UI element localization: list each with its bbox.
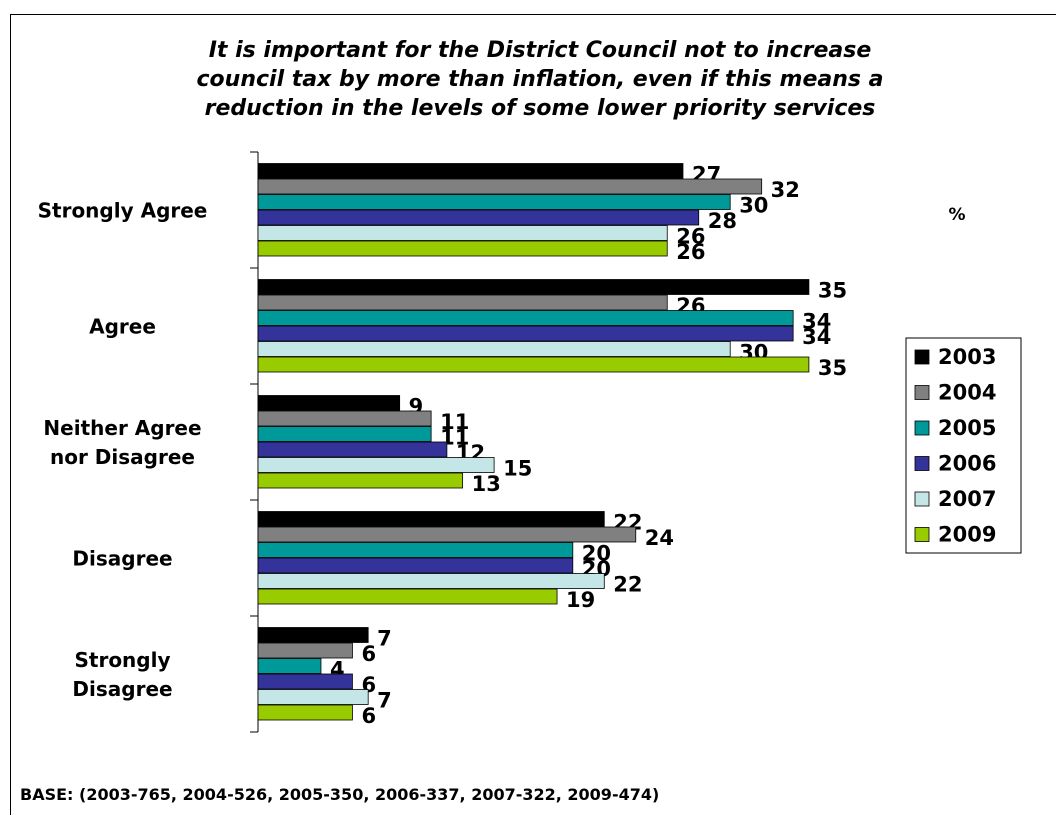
bar	[257, 178, 763, 195]
bar	[257, 426, 432, 442]
value-label: 32	[771, 178, 800, 202]
bar	[257, 441, 448, 458]
value-label: 34	[802, 325, 831, 349]
value-label: 30	[739, 193, 768, 217]
category-label: Agree	[89, 314, 156, 339]
value-label: 6	[361, 642, 376, 666]
category-label: Strongly Agree	[37, 198, 208, 223]
value-label: 20	[582, 541, 611, 565]
legend-swatch	[914, 385, 930, 400]
bar	[257, 341, 731, 357]
value-label: 26	[676, 240, 705, 264]
bar	[257, 325, 794, 342]
bar	[257, 163, 684, 179]
frame	[10, 14, 1056, 815]
bar	[257, 457, 495, 473]
bar	[257, 588, 558, 605]
value-label: 11	[440, 410, 469, 434]
bar	[257, 240, 668, 257]
bar	[257, 395, 401, 411]
legend-label: 2009	[938, 523, 996, 547]
bar	[257, 279, 810, 295]
bar	[257, 209, 700, 226]
value-label: 28	[708, 209, 737, 233]
value-label: 35	[818, 356, 847, 380]
category-label: Neither Agree nor Disagree	[43, 416, 202, 469]
value-label: 13	[472, 472, 501, 496]
bar	[257, 573, 605, 589]
bar	[257, 356, 810, 373]
legend-label: 2007	[938, 487, 996, 511]
bar	[257, 310, 794, 326]
bar	[257, 642, 353, 659]
bar	[257, 673, 353, 690]
legend-label: 2006	[938, 452, 996, 476]
bar	[257, 511, 605, 527]
bar	[257, 689, 369, 705]
value-label: 26	[676, 224, 705, 248]
bar	[257, 472, 464, 489]
bar	[257, 542, 574, 558]
category-label: Strongly Disagree	[72, 648, 173, 701]
bar	[257, 658, 322, 674]
legend-label: 2004	[938, 381, 996, 405]
bar	[257, 704, 353, 721]
value-label: 7	[377, 626, 392, 650]
bar	[257, 194, 731, 210]
legend-label: 2005	[938, 416, 996, 440]
unit-label: %	[948, 205, 965, 225]
legend-swatch	[914, 527, 930, 542]
value-label: 6	[361, 704, 376, 728]
base-note: BASE: (2003-765, 2004-526, 2005-350, 200…	[20, 785, 660, 804]
bar	[257, 410, 432, 427]
value-label: 15	[503, 456, 532, 480]
category-label: Disagree	[72, 546, 173, 571]
value-label: 24	[645, 526, 674, 550]
value-label: 7	[377, 688, 392, 712]
bar	[257, 526, 637, 543]
chart-title: It is important for the District Council…	[196, 38, 884, 121]
value-label: 22	[613, 572, 642, 596]
legend-box	[905, 337, 1022, 554]
legend-swatch	[914, 349, 930, 365]
bar	[257, 557, 574, 574]
legend-label: 2003	[938, 345, 996, 369]
bar	[257, 294, 668, 311]
bar	[257, 627, 369, 643]
bar	[257, 225, 668, 241]
value-label: 19	[566, 588, 595, 612]
value-label: 34	[802, 309, 831, 333]
legend-swatch	[914, 420, 930, 436]
value-label: 35	[818, 278, 847, 302]
legend-swatch	[914, 456, 930, 471]
legend-swatch	[914, 491, 930, 507]
